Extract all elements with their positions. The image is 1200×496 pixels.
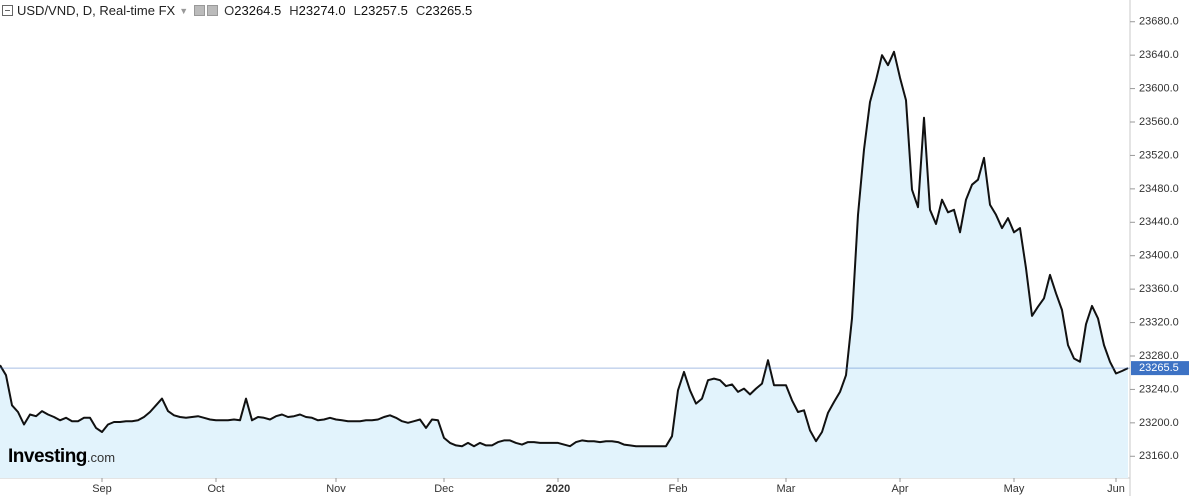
y-tick-label: 23480.0 [1139, 183, 1179, 195]
y-tick-label: 23240.0 [1139, 383, 1179, 395]
y-tick-label: 23160.0 [1139, 450, 1179, 462]
y-tick-label: 23560.0 [1139, 116, 1179, 128]
x-tick-label: Apr [891, 483, 908, 495]
y-tick-label: 23280.0 [1139, 350, 1179, 362]
x-tick-label: May [1004, 483, 1025, 495]
price-line [0, 50, 1129, 448]
dropdown-caret[interactable]: ▼ [179, 5, 189, 16]
x-tick-label: Mar [777, 483, 796, 495]
y-tick-label: 23680.0 [1139, 16, 1179, 28]
y-tick-label: 23640.0 [1139, 49, 1179, 61]
ohlc-value: 23274.0 [298, 3, 346, 18]
collapse-icon[interactable] [2, 5, 13, 16]
ohlc-values: O23264.5 H23274.0 L23257.5 C23265.5 [220, 3, 472, 18]
y-tick-label: 23440.0 [1139, 216, 1179, 228]
y-tick-label: 23600.0 [1139, 82, 1179, 94]
y-tick-label: 23400.0 [1139, 250, 1179, 262]
x-tick-label: Dec [434, 483, 454, 495]
y-tick-label: 23320.0 [1139, 316, 1179, 328]
brand-suffix: .com [86, 450, 116, 465]
y-tick-label: 23200.0 [1139, 417, 1179, 429]
x-tick-label: 2020 [546, 483, 570, 495]
x-tick-label: Jun [1107, 483, 1125, 495]
ohlc-key: L [353, 3, 361, 18]
ohlc-value: 23257.5 [360, 3, 408, 18]
area-fill [0, 51, 1128, 479]
x-tick-label: Nov [326, 483, 346, 495]
y-tick-label: 23520.0 [1139, 149, 1179, 161]
x-tick-label: Feb [669, 483, 688, 495]
ohlc-value: 23264.5 [234, 3, 282, 18]
x-tick-label: Oct [207, 483, 224, 495]
ohlc-value: 23265.5 [425, 3, 473, 18]
settings-icon[interactable] [194, 5, 206, 16]
last-price-label: 23265.5 [1139, 362, 1179, 374]
ohlc-key: C [415, 3, 426, 18]
brand: Investing [8, 446, 87, 467]
settings-icon[interactable] [207, 5, 219, 16]
x-tick-label: Sep [92, 483, 112, 495]
chart-header: USD/VND, D, Real-time FX ▼ O23264.5 H2327… [2, 3, 472, 18]
y-tick-label: 23360.0 [1139, 283, 1179, 295]
ohlc-key: O [224, 3, 235, 18]
last-price-box [1131, 361, 1189, 376]
chart-title: USD/VND, D, Real-time FX [17, 3, 176, 18]
watermark: Investing.com [8, 446, 115, 468]
ohlc-key: H [289, 3, 299, 18]
